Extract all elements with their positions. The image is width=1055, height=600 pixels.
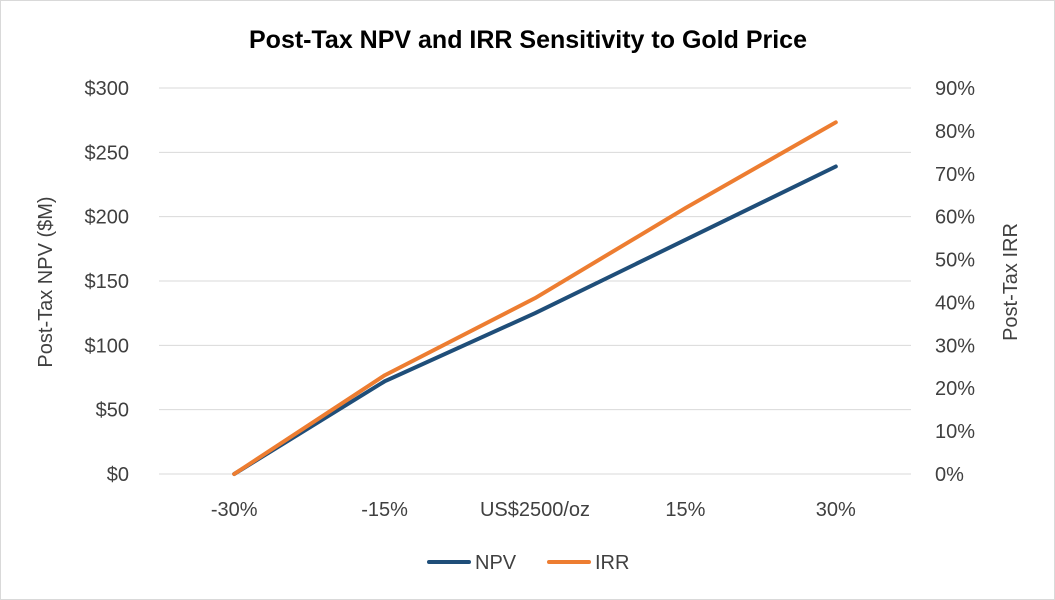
left-tick-label: $200 (85, 207, 130, 229)
right-tick-label: 20% (935, 378, 975, 400)
right-axis-title: Post-Tax IRR (1000, 223, 1022, 341)
legend: NPV IRR (427, 552, 629, 574)
right-tick-label: 50% (935, 250, 975, 272)
x-tick-label: -15% (361, 499, 408, 521)
left-axis-title: Post-Tax NPV ($M) (35, 196, 57, 367)
x-axis: -30% -15% US$2500/oz 15% 30% (211, 499, 856, 521)
x-tick-label: 30% (816, 499, 856, 521)
left-tick-label: $100 (85, 335, 130, 357)
right-tick-label: 60% (935, 207, 975, 229)
right-tick-label: 30% (935, 335, 975, 357)
right-tick-label: 70% (935, 164, 975, 186)
right-tick-label: 90% (935, 78, 975, 100)
left-tick-label: $0 (107, 464, 129, 486)
legend-label-npv: NPV (475, 552, 517, 574)
right-tick-label: 0% (935, 464, 964, 486)
x-tick-label: 15% (665, 499, 705, 521)
right-y-axis: 0% 10% 20% 30% 40% 50% 60% 70% 80% 90% (935, 78, 975, 486)
right-tick-label: 40% (935, 292, 975, 314)
legend-label-irr: IRR (595, 552, 629, 574)
series-line-irr (232, 120, 838, 476)
chart-title: Post-Tax NPV and IRR Sensitivity to Gold… (249, 26, 807, 54)
x-tick-label: -30% (211, 499, 258, 521)
series-line-npv (232, 164, 838, 476)
right-tick-label: 10% (935, 421, 975, 443)
left-tick-label: $150 (85, 271, 130, 293)
series-lines (232, 120, 838, 476)
left-tick-label: $50 (96, 400, 129, 422)
gridlines (159, 87, 911, 475)
left-tick-label: $300 (85, 78, 130, 100)
right-tick-label: 80% (935, 121, 975, 143)
left-tick-label: $250 (85, 142, 130, 164)
x-tick-label: US$2500/oz (480, 499, 590, 521)
left-y-axis: $0 $50 $100 $150 $200 $250 $300 (85, 78, 130, 486)
